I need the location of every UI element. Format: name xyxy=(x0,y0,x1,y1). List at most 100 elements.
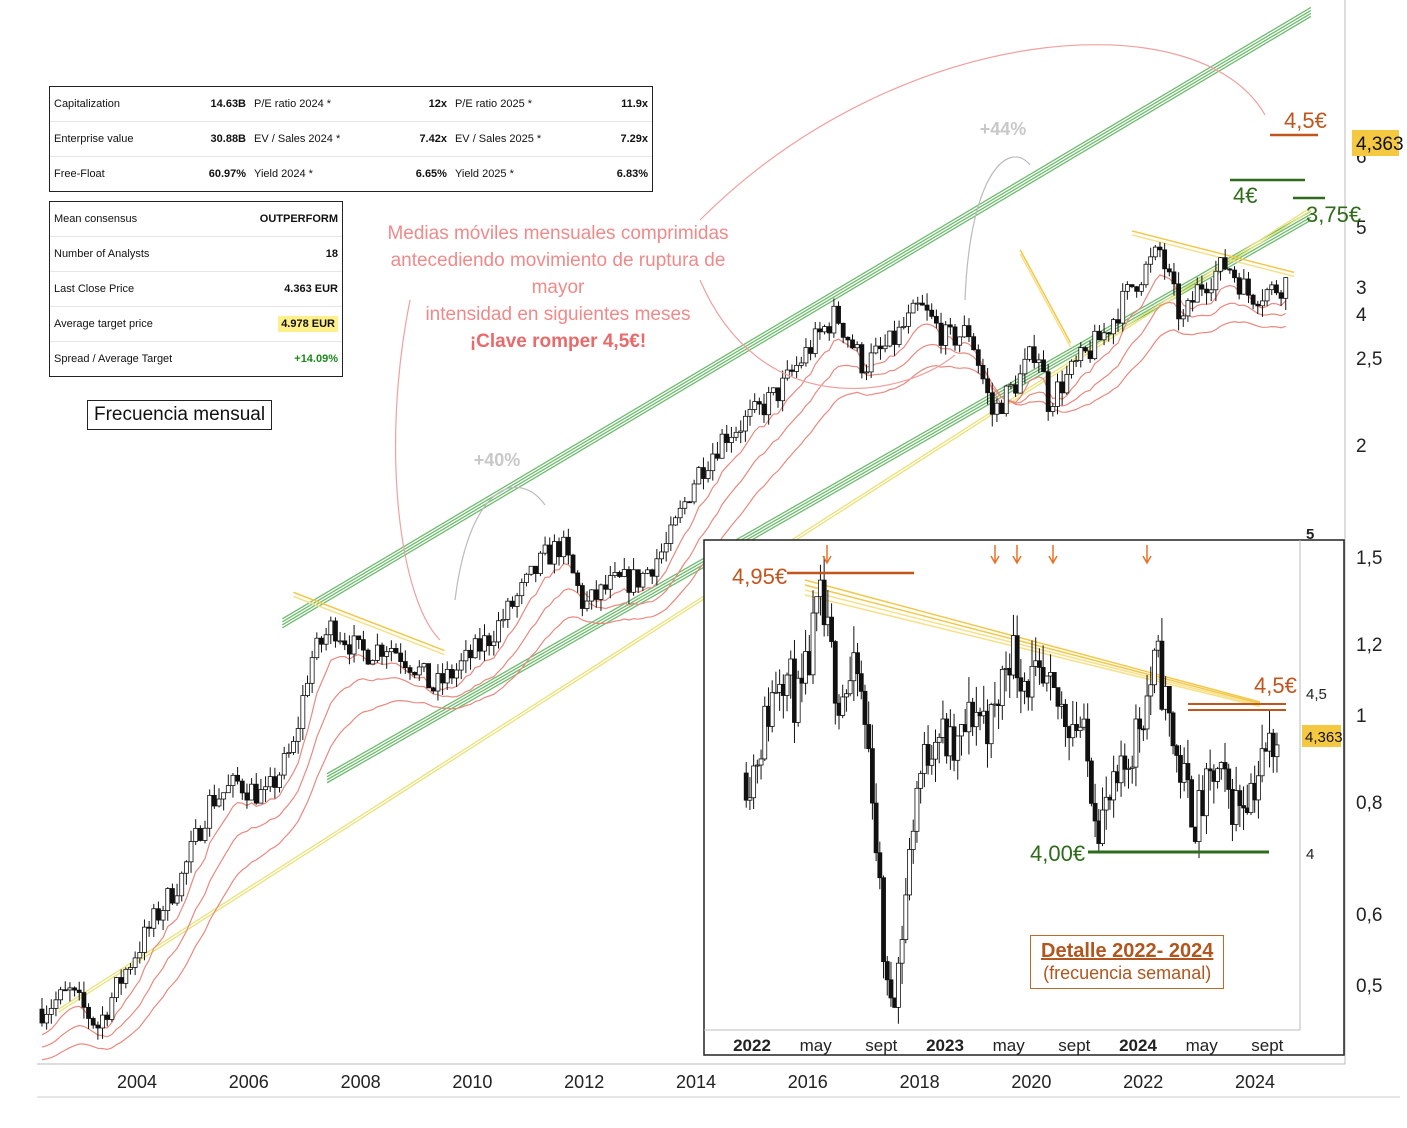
candle-body xyxy=(1110,319,1116,335)
inset-candle-body xyxy=(988,704,994,745)
candle-body xyxy=(333,620,338,642)
candle-body xyxy=(687,501,692,504)
inset-candle-body xyxy=(910,830,916,850)
inset-x-tick-label: sept xyxy=(1251,1036,1283,1055)
candle-body xyxy=(477,638,483,652)
candle-body xyxy=(472,638,478,659)
x-tick-label: 2018 xyxy=(900,1072,940,1092)
inset-candle-body xyxy=(907,849,912,896)
inset-candle-body xyxy=(929,758,935,766)
candle-body xyxy=(179,872,185,897)
consensus-value: 4.978 EUR xyxy=(223,306,342,342)
candle-body xyxy=(617,572,623,577)
inset-candle-body xyxy=(1014,635,1020,679)
candle-body xyxy=(1194,284,1200,303)
candle-body xyxy=(915,302,921,305)
candle-body xyxy=(519,582,525,597)
inset-candle-body xyxy=(933,741,938,760)
candle-body xyxy=(225,785,231,794)
note-line: antecediendo movimiento de ruptura de ma… xyxy=(390,250,726,298)
gain-label: +40% xyxy=(474,450,521,470)
candle-body xyxy=(235,774,241,782)
candle-body xyxy=(668,524,674,544)
candle-body xyxy=(67,987,73,991)
candle-body xyxy=(808,347,813,354)
stats-value: 7.29x xyxy=(592,121,652,157)
stats-label: EV / Sales 2025 * xyxy=(450,121,593,157)
inset-candle-body xyxy=(866,724,872,750)
x-tick-label: 2022 xyxy=(1123,1072,1163,1092)
candle-body xyxy=(239,780,245,794)
candle-body xyxy=(1232,269,1237,279)
candle-body xyxy=(1274,284,1279,294)
inset-candle-body xyxy=(936,737,942,743)
candle-body xyxy=(752,401,758,410)
inset-candle-body xyxy=(821,579,827,626)
x-tick-label: 2020 xyxy=(1011,1072,1051,1092)
candle-body xyxy=(193,828,199,842)
inset-candle-body xyxy=(754,764,760,767)
inset-candle-body xyxy=(795,677,801,723)
inset-level-495-label: 4,95€ xyxy=(732,564,787,589)
candle-body xyxy=(561,536,567,558)
candle-body xyxy=(794,365,800,372)
gain-label: +44% xyxy=(980,119,1027,139)
main-chart: 2004 2006 2008 2010 2012 2014 2016 2018 2020 2022… xyxy=(37,0,1404,1098)
candle-body xyxy=(486,635,492,647)
candle-body xyxy=(342,640,348,646)
annotation-arc xyxy=(964,156,1031,301)
inset-title: Detalle 2022- 2024 xyxy=(1041,940,1214,962)
candle-body xyxy=(44,1013,50,1024)
inset-level-400-label: 4,00€ xyxy=(1030,841,1085,866)
inset-candle-body xyxy=(784,674,790,696)
y-tick-label: 1,2 xyxy=(1356,635,1382,656)
candle-body xyxy=(458,660,464,671)
candle-body xyxy=(496,620,501,643)
candle-body xyxy=(81,992,87,1008)
candle-body xyxy=(449,669,455,679)
candle-body xyxy=(1008,384,1014,387)
stats-label: Free-Float xyxy=(54,168,105,180)
annotation-arc xyxy=(394,299,441,641)
candle-body xyxy=(570,554,576,574)
inset-title-box: Detalle 2022- 2024 (frecuencia semanal) xyxy=(1030,935,1225,989)
channel-upper-line xyxy=(282,12,1312,626)
candle-body xyxy=(607,575,613,590)
inset-candle-body xyxy=(870,748,875,804)
stats-label: Yield 2025 * xyxy=(454,168,514,180)
inset-candle-body xyxy=(751,765,757,799)
channel-yellow-line xyxy=(58,209,1312,1013)
candle-body xyxy=(961,325,967,338)
inset-candle-body xyxy=(1233,790,1239,825)
candle-body xyxy=(780,377,786,402)
last-price-badge xyxy=(1352,130,1399,156)
inset-x-tick-label: may xyxy=(800,1036,833,1055)
candle-body xyxy=(370,660,376,665)
candle-body xyxy=(281,753,287,776)
candle-body xyxy=(1124,284,1130,292)
down-arrow-icon xyxy=(822,545,832,565)
candle-body xyxy=(76,989,82,993)
candle-body xyxy=(388,648,394,653)
inset-candle-body xyxy=(1092,802,1098,822)
candle-body xyxy=(868,352,874,373)
resistance-line xyxy=(293,595,445,656)
inset-candle-body xyxy=(1040,667,1046,684)
inset-candle-body xyxy=(1170,712,1176,747)
inset-candle-body xyxy=(1137,718,1143,730)
inset-candle-body xyxy=(1237,790,1243,806)
candle-body xyxy=(528,565,534,575)
candle-body xyxy=(729,436,734,443)
consensus-label: Last Close Price xyxy=(50,271,224,307)
candle-body xyxy=(216,798,222,807)
candle-body xyxy=(524,573,529,583)
channel-upper-line xyxy=(282,6,1312,620)
candle-body xyxy=(314,637,320,659)
candle-body xyxy=(1097,330,1102,341)
inset-candle-body xyxy=(769,692,775,727)
candle-body xyxy=(267,776,273,788)
candle-body xyxy=(1190,300,1195,303)
candle-body xyxy=(1059,381,1065,394)
inset-candle-body xyxy=(1274,744,1280,758)
candle-body xyxy=(454,669,459,679)
